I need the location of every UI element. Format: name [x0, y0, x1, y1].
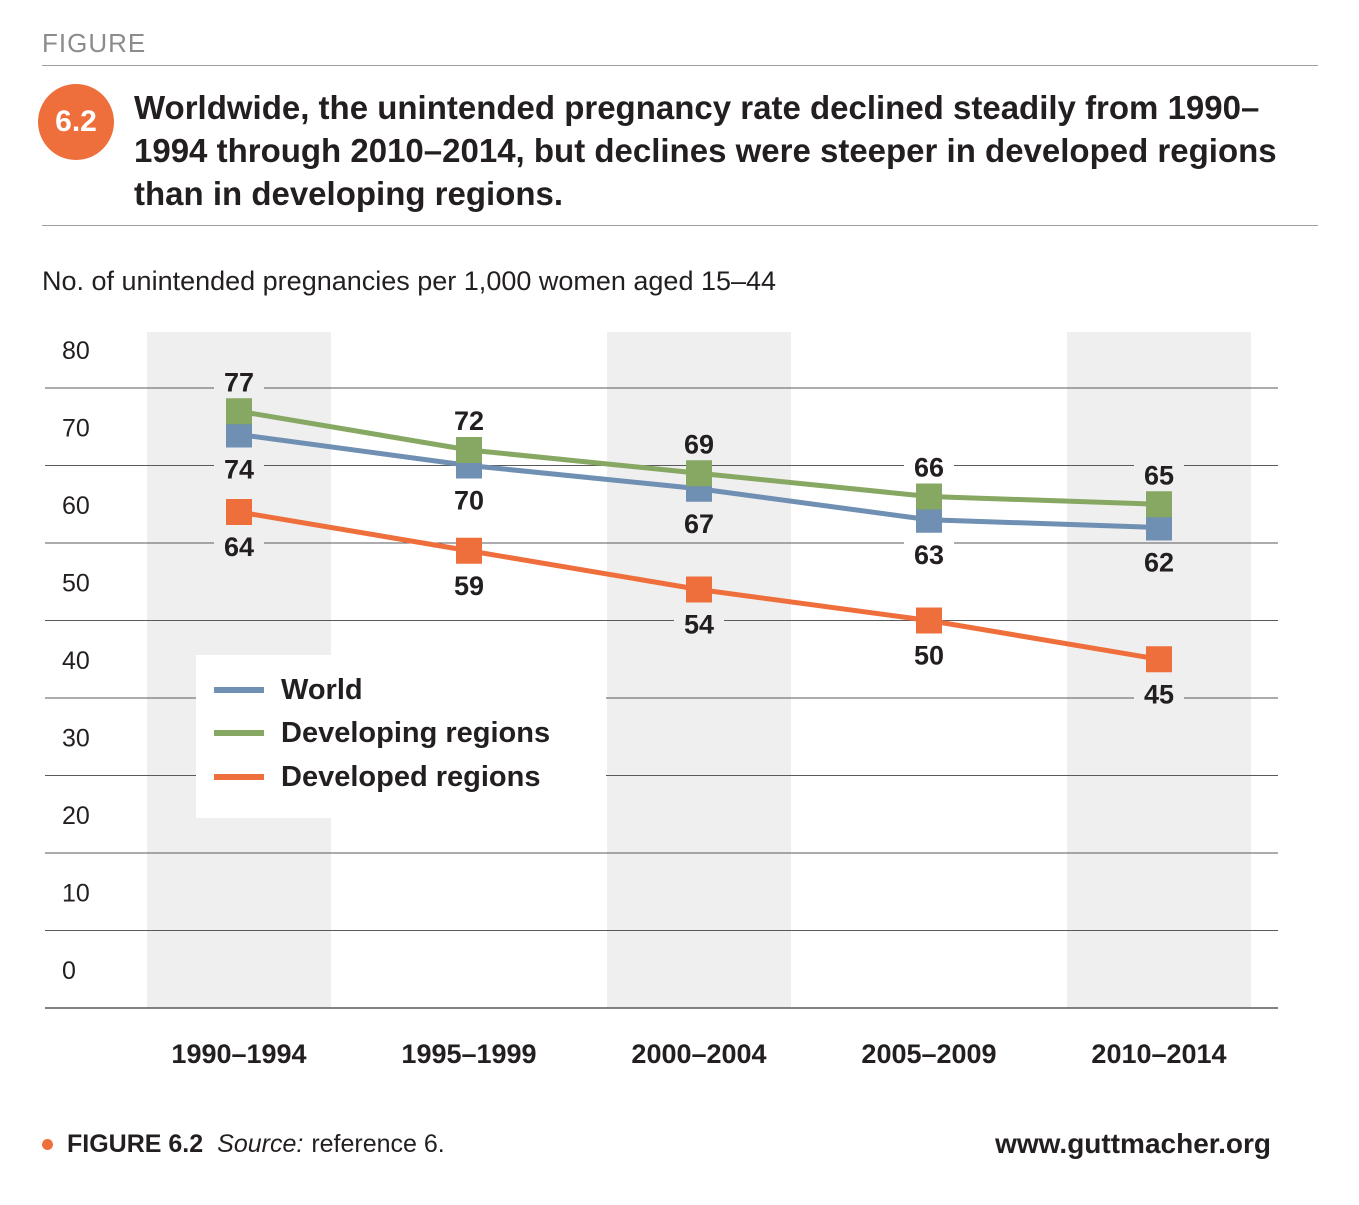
data-label-background — [904, 538, 954, 569]
footer-source-text: reference 6. — [311, 1130, 445, 1158]
legend-item-developing: Developing regions — [214, 713, 550, 753]
y-axis-label: No. of unintended pregnancies per 1,000 … — [42, 266, 777, 296]
data-label: 65 — [1144, 460, 1174, 490]
data-label-background — [1134, 546, 1184, 577]
data-point-marker — [686, 576, 712, 603]
data-label-background — [1134, 459, 1184, 490]
data-label: 77 — [224, 367, 254, 397]
legend-label-developed: Developed regions — [281, 760, 541, 793]
data-label-background — [214, 531, 264, 561]
data-point-marker — [226, 398, 252, 425]
data-point-marker — [226, 499, 252, 525]
data-label: 72 — [454, 406, 484, 436]
data-label-background — [1134, 678, 1184, 709]
figure-label: FIGURE — [42, 28, 147, 58]
data-label: 70 — [454, 486, 484, 516]
data-point-marker — [226, 421, 252, 448]
y-tick-label: 0 — [62, 957, 76, 985]
top-rule — [42, 65, 1318, 66]
legend-label-developing: Developing regions — [281, 716, 551, 749]
data-label: 69 — [684, 429, 714, 459]
data-point-marker — [456, 437, 482, 463]
data-point-marker — [1146, 646, 1172, 673]
footer-citation: FIGURE 6.2 Source: reference 6. — [42, 1130, 445, 1159]
title-rule — [42, 225, 1318, 226]
data-point-marker — [1146, 491, 1172, 518]
x-tick-label: 2005–2009 — [861, 1039, 996, 1069]
x-tick-label: 2010–2014 — [1091, 1039, 1226, 1069]
y-tick-label: 70 — [62, 415, 90, 443]
x-tick-label: 1995–1999 — [401, 1039, 536, 1069]
footer-source-label: Source: — [217, 1130, 304, 1158]
data-label: 67 — [684, 509, 714, 539]
data-point-marker — [916, 483, 942, 510]
data-point-marker — [916, 506, 942, 533]
legend-swatch-world — [214, 687, 264, 693]
data-label: 45 — [1144, 679, 1174, 709]
data-label-background — [214, 453, 264, 484]
data-label-background — [444, 569, 494, 600]
legend: World Developing regions Developed regio… — [196, 655, 606, 818]
data-label-background — [674, 507, 724, 538]
x-tick-label: 1990–1994 — [171, 1039, 306, 1069]
data-label-background — [444, 484, 494, 515]
data-point-marker — [916, 607, 942, 634]
legend-item-world: World — [214, 670, 363, 710]
data-label: 74 — [224, 455, 254, 485]
data-label-background — [904, 639, 954, 670]
y-tick-label: 40 — [62, 647, 90, 675]
footer-figure-label: FIGURE 6.2 — [67, 1130, 204, 1158]
bullet-icon — [42, 1139, 53, 1150]
data-point-marker — [686, 460, 712, 487]
data-point-marker — [1146, 514, 1172, 541]
data-label: 64 — [224, 532, 254, 562]
y-tick-label: 80 — [62, 337, 90, 365]
data-label: 66 — [914, 453, 944, 483]
data-label-background — [674, 428, 724, 459]
y-tick-label: 50 — [62, 570, 90, 598]
data-label-background — [444, 405, 494, 435]
data-label: 63 — [914, 540, 944, 570]
y-tick-label: 30 — [62, 725, 90, 753]
chart-title: Worldwide, the unintended pregnancy rate… — [134, 89, 1277, 212]
data-point-marker — [456, 537, 482, 564]
y-tick-label: 20 — [62, 802, 90, 830]
website-link[interactable]: www.guttmacher.org — [995, 1128, 1271, 1159]
legend-swatch-developed — [214, 774, 264, 780]
data-label: 54 — [684, 610, 714, 640]
x-tick-label: 2000–2004 — [631, 1039, 766, 1069]
y-tick-label: 60 — [62, 492, 90, 520]
data-label-background — [904, 451, 954, 482]
legend-label-world: World — [281, 673, 363, 706]
legend-item-developed: Developed regions — [214, 757, 540, 797]
data-label: 50 — [914, 641, 944, 671]
data-label-background — [674, 608, 724, 639]
legend-swatch-developing — [214, 730, 264, 736]
figure-number-badge: 6.2 — [38, 84, 114, 160]
data-label: 59 — [454, 571, 484, 601]
y-tick-label: 10 — [62, 880, 90, 908]
data-label: 62 — [1144, 548, 1174, 578]
data-label-background — [214, 366, 264, 397]
